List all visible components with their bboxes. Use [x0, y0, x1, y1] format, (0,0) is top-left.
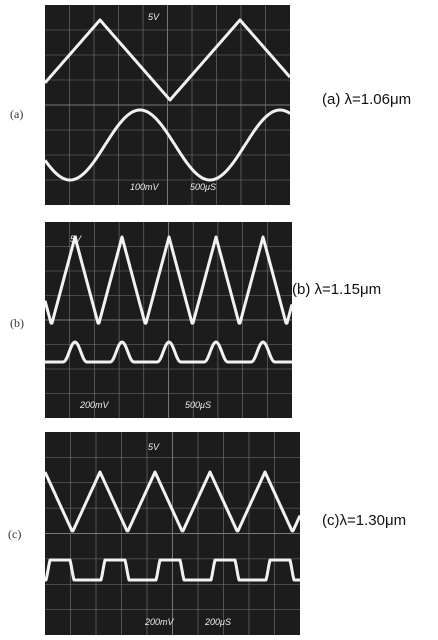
- panel-label: (a): [10, 107, 23, 121]
- panel-caption: (c)λ=1.30μm: [322, 512, 406, 529]
- scope-label: 200mV: [79, 400, 110, 410]
- scope-label: 500μS: [190, 182, 216, 192]
- panel-label: (b): [10, 316, 24, 330]
- scope-label: 5V: [70, 234, 82, 244]
- scope-label: 200μS: [204, 617, 231, 627]
- panel-caption: (a) λ=1.06μm: [322, 91, 411, 108]
- figure: 5V 100mV 500μS (a) (a) λ=1.06μm 5V 200mV 500μS (…: [0, 0, 438, 640]
- scope-label: 5V: [148, 12, 160, 22]
- panel-label: (c): [8, 527, 21, 541]
- panel-caption: (b) λ=1.15μm: [292, 281, 381, 298]
- scope-label: 100mV: [130, 182, 160, 192]
- scope-label: 500μS: [185, 400, 211, 410]
- scope-label: 200mV: [144, 617, 175, 627]
- scope-label: 5V: [148, 442, 160, 452]
